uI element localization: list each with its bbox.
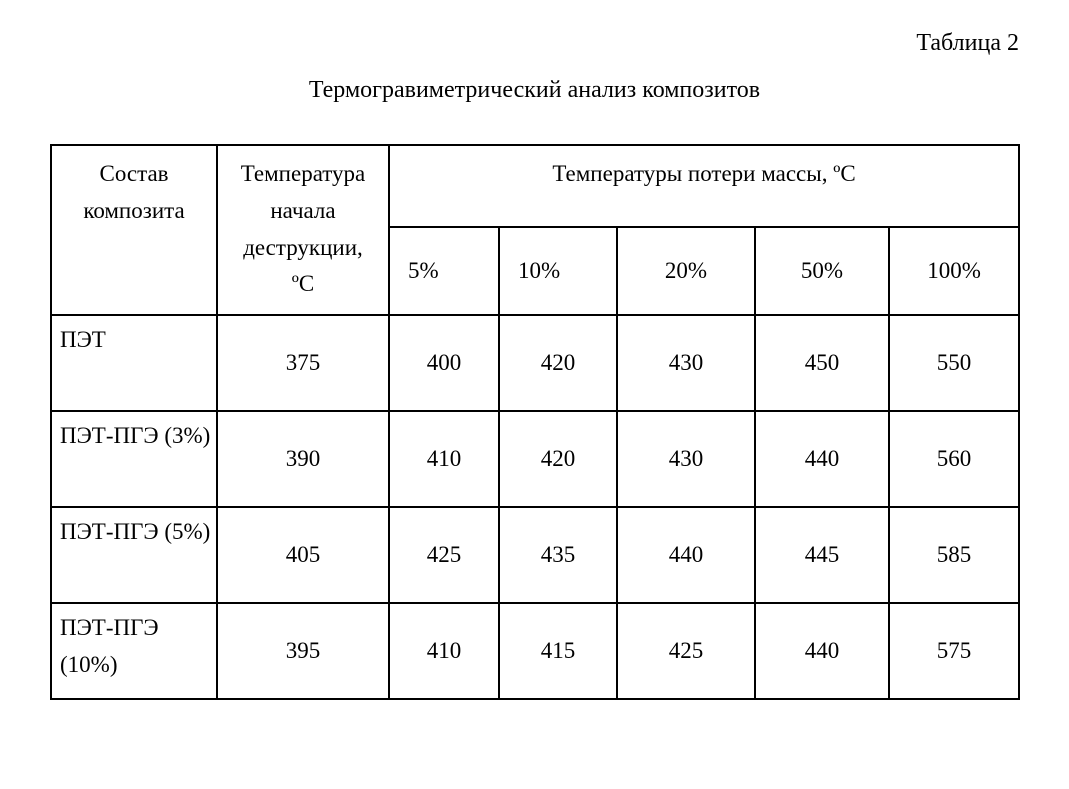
cell-100pct: 560 — [889, 411, 1019, 507]
cell-100pct: 585 — [889, 507, 1019, 603]
cell-50pct: 440 — [755, 411, 889, 507]
cell-5pct: 425 — [389, 507, 499, 603]
cell-temp-start: 405 — [217, 507, 389, 603]
cell-20pct: 430 — [617, 315, 755, 411]
table-header-row-1: Состав композита Температура начала дест… — [51, 145, 1019, 227]
col-header-100pct: 100% — [889, 227, 1019, 315]
cell-5pct: 410 — [389, 603, 499, 699]
col-header-mass-loss-label: Температуры потери массы, ºС — [552, 161, 855, 186]
thermogravimetric-table: Состав композита Температура начала дест… — [50, 144, 1020, 700]
col-header-temp-start-line1: Температура — [241, 161, 366, 186]
cell-50pct: 450 — [755, 315, 889, 411]
table-title: Термогравиметрический анализ композитов — [50, 77, 1019, 104]
cell-10pct: 420 — [499, 411, 617, 507]
col-header-temp-start-line3: деструкции, — [243, 235, 363, 260]
table-row: ПЭТ-ПГЭ (10%) 395 410 415 425 440 575 — [51, 603, 1019, 699]
cell-composite: ПЭТ-ПГЭ (3%) — [51, 411, 217, 507]
cell-5pct: 410 — [389, 411, 499, 507]
table-row: ПЭТ 375 400 420 430 450 550 — [51, 315, 1019, 411]
col-header-20pct: 20% — [617, 227, 755, 315]
cell-5pct: 400 — [389, 315, 499, 411]
cell-composite: ПЭТ-ПГЭ (10%) — [51, 603, 217, 699]
col-header-composite-label: Состав композита — [83, 161, 184, 223]
col-header-temp-start-line2: начала — [270, 198, 335, 223]
col-header-temp-start-line4: ºС — [292, 271, 314, 296]
cell-composite: ПЭТ — [51, 315, 217, 411]
cell-20pct: 440 — [617, 507, 755, 603]
table-row: ПЭТ-ПГЭ (3%) 390 410 420 430 440 560 — [51, 411, 1019, 507]
table-row: ПЭТ-ПГЭ (5%) 405 425 435 440 445 585 — [51, 507, 1019, 603]
col-header-50pct: 50% — [755, 227, 889, 315]
cell-20pct: 425 — [617, 603, 755, 699]
table-number-label: Таблица 2 — [50, 30, 1019, 57]
cell-temp-start: 390 — [217, 411, 389, 507]
cell-100pct: 550 — [889, 315, 1019, 411]
col-header-temp-start: Температура начала деструкции, ºС — [217, 145, 389, 315]
col-header-mass-loss-group: Температуры потери массы, ºС — [389, 145, 1019, 227]
cell-10pct: 435 — [499, 507, 617, 603]
cell-temp-start: 395 — [217, 603, 389, 699]
col-header-5pct: 5% — [389, 227, 499, 315]
cell-composite: ПЭТ-ПГЭ (5%) — [51, 507, 217, 603]
cell-50pct: 440 — [755, 603, 889, 699]
cell-temp-start: 375 — [217, 315, 389, 411]
cell-50pct: 445 — [755, 507, 889, 603]
cell-10pct: 420 — [499, 315, 617, 411]
col-header-10pct: 10% — [499, 227, 617, 315]
cell-10pct: 415 — [499, 603, 617, 699]
cell-100pct: 575 — [889, 603, 1019, 699]
cell-20pct: 430 — [617, 411, 755, 507]
col-header-composite: Состав композита — [51, 145, 217, 315]
